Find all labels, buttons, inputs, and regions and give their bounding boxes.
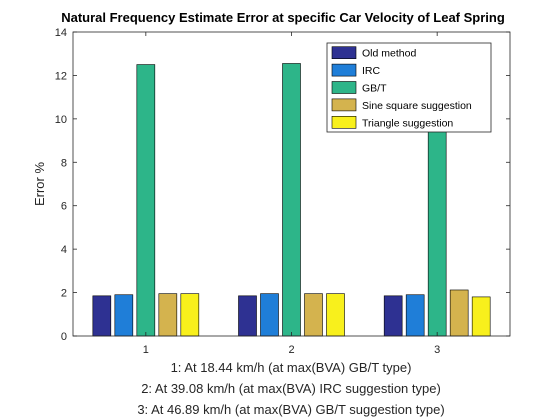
legend-swatch	[331, 81, 357, 94]
bar-3-cat-1	[136, 64, 156, 337]
y-tick-label: 12	[55, 70, 67, 82]
bar-2-cat-3	[405, 294, 425, 337]
bar-4-cat-2	[304, 293, 323, 337]
y-tick-label: 10	[55, 114, 67, 126]
y-tick-label: 2	[61, 288, 67, 300]
bar-5-cat-2	[326, 293, 345, 337]
legend-swatch	[331, 116, 357, 129]
bar-2-cat-1	[114, 294, 134, 337]
y-tick-label: 6	[61, 201, 67, 213]
legend-label: IRC	[362, 65, 381, 77]
y-tick-label: 0	[61, 331, 67, 343]
y-tick-label: 8	[61, 157, 67, 169]
legend-swatch	[331, 98, 357, 112]
chart-title: Natural Frequency Estimate Error at spec…	[61, 10, 505, 25]
legend-label: Triangle suggestion	[362, 117, 453, 129]
x-tick-label: 2	[288, 344, 294, 356]
y-tick-label: 4	[61, 244, 67, 256]
bar-1-cat-2	[238, 295, 257, 337]
legend-label: Old method	[362, 48, 416, 60]
bar-2-cat-2	[260, 293, 279, 337]
bar-5-cat-1	[180, 293, 200, 337]
bar-1-cat-1	[92, 295, 112, 337]
y-axis-label: Error %	[32, 162, 47, 207]
x-tick-label: 1	[143, 344, 149, 356]
legend-swatch	[331, 46, 357, 60]
bar-1-cat-3	[383, 295, 403, 337]
x-label-line-2: 2: At 39.08 km/h (at max(BVA) IRC sugges…	[141, 381, 441, 396]
x-label-line-1: 1: At 18.44 km/h (at max(BVA) GB/T type)	[171, 360, 412, 375]
x-label-line-3: 3: At 46.89 km/h (at max(BVA) GB/T sugge…	[137, 402, 444, 417]
x-tick-label: 3	[434, 344, 440, 356]
legend-label: Sine square suggestion	[362, 100, 472, 112]
legend: Old method IRC GB/T Sine square suggestion T…	[326, 42, 492, 133]
bar-4-cat-1	[158, 293, 178, 337]
legend-label: GB/T	[362, 83, 387, 95]
bar-4-cat-3	[449, 289, 469, 337]
bars-layer	[92, 63, 491, 337]
legend-swatch	[331, 63, 357, 77]
bar-5-cat-3	[471, 296, 491, 337]
bar-3-cat-2	[282, 63, 301, 337]
y-tick-label: 14	[55, 27, 67, 39]
